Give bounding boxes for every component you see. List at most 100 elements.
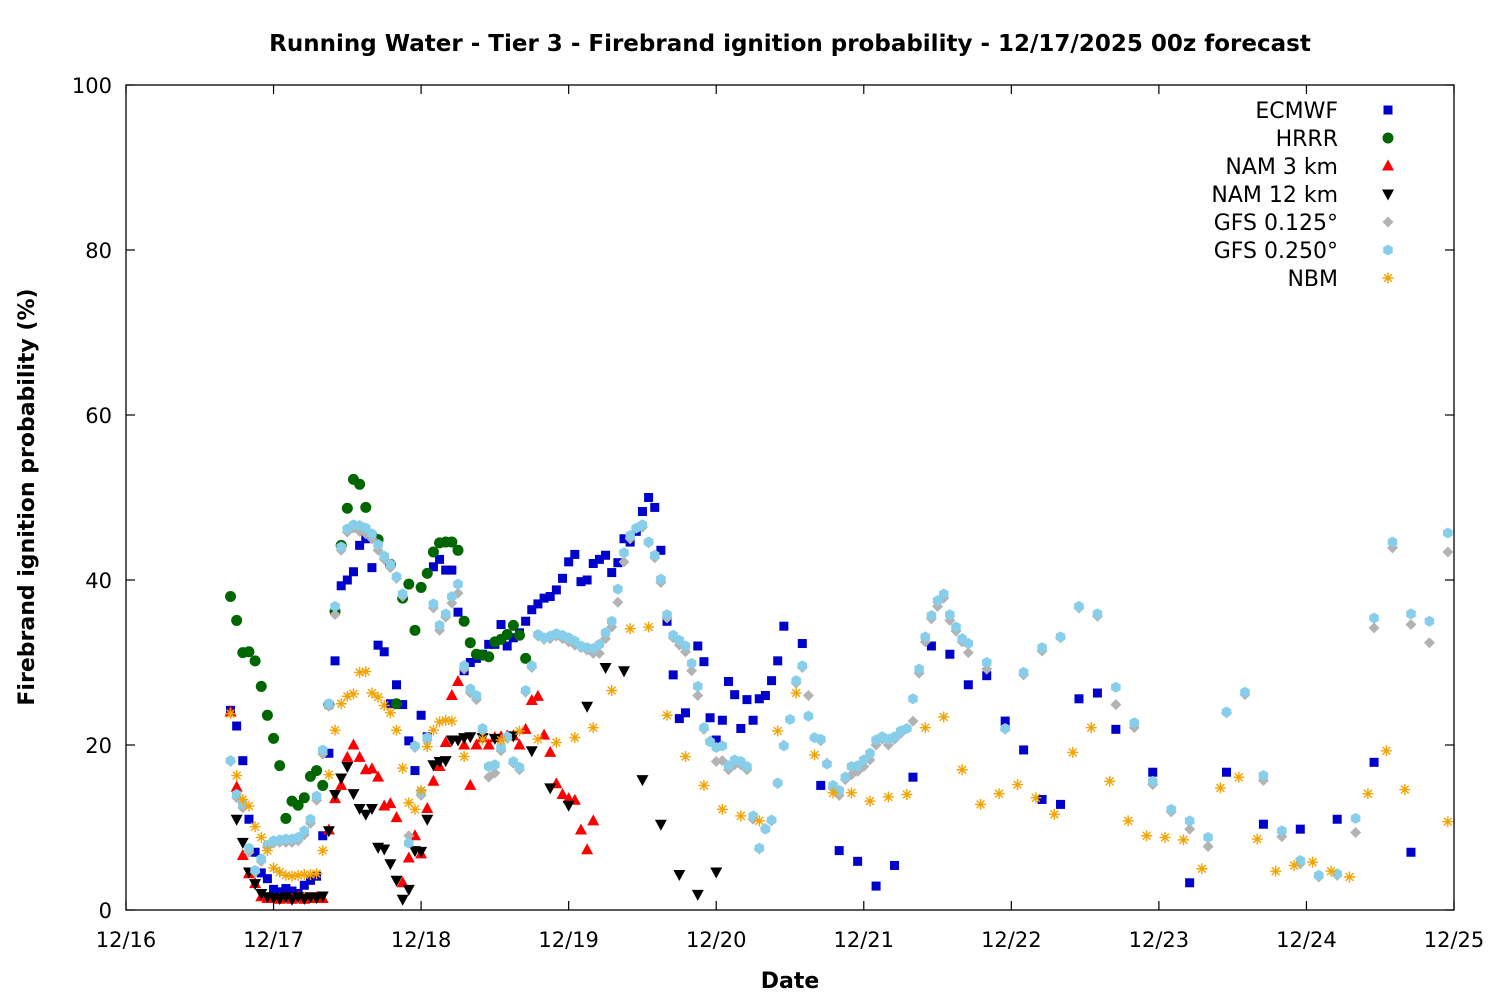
data-point	[945, 609, 955, 621]
series-gfs-0-250-	[225, 519, 1453, 881]
data-point	[1369, 612, 1379, 624]
data-point	[274, 866, 286, 878]
y-tick-label: 0	[99, 899, 112, 923]
x-tick-label: 12/20	[686, 928, 747, 952]
data-point	[404, 736, 414, 746]
data-point	[871, 881, 881, 891]
data-point	[397, 588, 408, 600]
data-point	[409, 624, 421, 636]
data-point	[452, 674, 464, 686]
data-point	[238, 756, 248, 766]
data-point	[445, 689, 458, 700]
data-point	[261, 845, 273, 857]
data-point	[329, 724, 341, 736]
data-point	[619, 547, 629, 559]
plot-frame	[125, 84, 1455, 911]
data-point	[853, 856, 863, 866]
legend-label: HRRR	[1276, 127, 1338, 152]
data-point	[236, 849, 249, 861]
data-point	[390, 875, 403, 887]
data-point	[230, 814, 243, 826]
data-point	[790, 687, 802, 699]
data-point	[347, 789, 360, 801]
data-point	[587, 814, 600, 826]
data-point	[576, 577, 586, 587]
data-point	[754, 694, 764, 704]
data-point	[311, 765, 323, 777]
data-point	[520, 652, 532, 664]
data-point	[1240, 686, 1250, 698]
data-point	[256, 868, 266, 878]
data-point	[686, 665, 698, 677]
data-point	[513, 629, 525, 641]
data-point	[355, 540, 365, 550]
data-point	[1424, 615, 1435, 627]
data-point	[587, 722, 599, 734]
data-point	[710, 867, 723, 879]
data-point	[428, 598, 439, 610]
data-point	[1141, 830, 1153, 842]
data-point	[402, 851, 415, 863]
data-point	[397, 762, 409, 774]
data-point	[859, 754, 869, 766]
data-point	[569, 732, 581, 744]
data-point	[882, 791, 894, 803]
data-point	[410, 740, 420, 752]
data-point	[365, 762, 378, 774]
chart-title: Running Water - Tier 3 - Firebrand ignit…	[269, 31, 1311, 57]
data-point	[845, 787, 857, 799]
data-point	[427, 724, 439, 736]
data-point	[1048, 808, 1060, 820]
data-point	[1055, 631, 1066, 643]
legend-label: NAM 3 km	[1225, 155, 1338, 180]
data-point	[649, 549, 660, 561]
data-point	[427, 760, 440, 772]
data-point	[249, 879, 262, 891]
data-point	[736, 724, 746, 733]
data-point	[305, 875, 315, 885]
data-point	[427, 546, 439, 558]
data-point	[748, 810, 758, 822]
data-point	[533, 599, 543, 609]
data-point	[815, 733, 826, 745]
data-point	[693, 641, 703, 651]
data-point	[613, 558, 623, 568]
data-point	[661, 709, 673, 721]
legend-marker	[1382, 159, 1394, 171]
data-point	[484, 639, 494, 649]
data-point	[618, 666, 630, 678]
data-point	[662, 609, 672, 621]
data-point	[1000, 716, 1010, 726]
data-point	[341, 690, 353, 702]
data-point	[1307, 856, 1319, 868]
data-point	[324, 748, 334, 758]
data-point	[1406, 847, 1416, 857]
data-point	[840, 771, 851, 783]
data-point	[742, 760, 752, 772]
data-point	[1111, 724, 1121, 734]
data-point	[489, 767, 501, 779]
data-point	[391, 724, 403, 736]
data-point	[262, 874, 272, 884]
data-point	[650, 502, 660, 512]
data-point	[1129, 717, 1140, 729]
data-point	[372, 770, 385, 782]
data-point	[772, 725, 784, 737]
data-point	[249, 655, 261, 667]
data-point	[607, 568, 617, 578]
data-point	[1074, 600, 1084, 612]
data-point	[1380, 745, 1392, 757]
data-point	[772, 777, 783, 789]
data-point	[261, 709, 273, 721]
y-tick-label: 80	[85, 239, 112, 263]
data-point	[668, 670, 678, 680]
data-point	[926, 609, 937, 621]
data-point	[359, 809, 372, 821]
x-tick-label: 12/18	[391, 928, 452, 952]
data-point	[1092, 688, 1102, 698]
data-point	[803, 710, 814, 722]
data-point	[619, 534, 629, 544]
data-point	[791, 675, 801, 687]
data-point	[1362, 788, 1374, 800]
data-point	[890, 860, 900, 870]
